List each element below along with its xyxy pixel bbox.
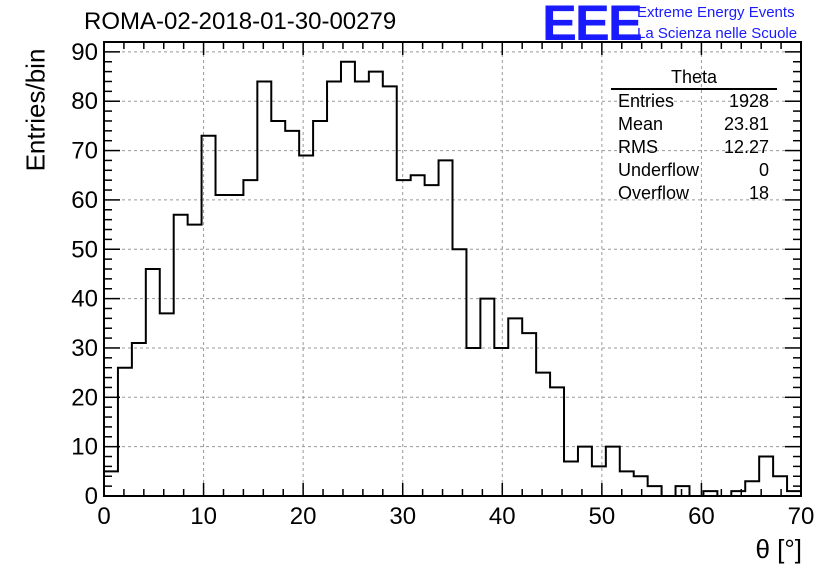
histogram-bin <box>773 476 787 496</box>
histogram-bin <box>146 269 160 496</box>
axis-ticks <box>103 41 802 497</box>
histogram-bin <box>257 81 271 496</box>
histogram-bin <box>216 195 230 496</box>
stats-label: Entries <box>618 91 675 111</box>
histogram-bin <box>243 180 257 496</box>
histogram-bin <box>355 81 369 496</box>
histogram-bin <box>271 121 285 496</box>
histogram-bin <box>327 81 341 496</box>
stats-label: Mean <box>618 114 664 134</box>
y-tick-label: 0 <box>85 483 98 510</box>
histogram-bin <box>425 185 439 496</box>
x-axis-label: θ [°] <box>755 534 802 564</box>
stats-value: 18 <box>748 183 769 203</box>
stats-value: 23.81 <box>723 114 769 134</box>
x-tick-label: 60 <box>688 503 715 530</box>
histogram-outline <box>103 60 802 497</box>
y-tick-label: 90 <box>71 39 98 66</box>
stats-value: 1928 <box>728 91 769 111</box>
histogram-bin <box>592 466 606 496</box>
stats-value: 12.27 <box>723 137 769 157</box>
histogram-bin <box>578 447 592 496</box>
y-tick-label: 70 <box>71 138 98 165</box>
stats-row-entries: Entries 1928 <box>611 90 777 113</box>
histogram-bin <box>397 180 411 496</box>
histogram-bin <box>229 195 243 496</box>
histogram-bin <box>104 471 118 496</box>
histogram-bin <box>536 373 550 496</box>
x-tick-label: 30 <box>389 503 416 530</box>
stats-label: Overflow <box>618 183 690 203</box>
stats-label: RMS <box>618 137 658 157</box>
histogram-bin <box>522 333 536 496</box>
histogram-bin <box>494 348 508 496</box>
histogram-bin <box>188 225 202 496</box>
histogram-bin <box>634 476 648 496</box>
histogram-bin <box>676 486 690 496</box>
histogram-bin <box>453 249 467 496</box>
stats-row-mean: Mean 23.81 <box>611 113 777 136</box>
histogram-bin <box>508 318 522 496</box>
y-tick-label: 50 <box>71 236 98 263</box>
stats-row-underflow: Underflow 0 <box>611 159 777 182</box>
histogram-bin <box>369 72 383 496</box>
histogram-bin <box>118 368 132 496</box>
logo-line-2: La Scienza nelle Scuole <box>637 25 798 42</box>
histogram-bin <box>299 156 313 497</box>
histogram-bin <box>313 121 327 496</box>
stats-title: Theta <box>611 66 777 90</box>
x-tick-label: 70 <box>788 503 815 530</box>
histogram-bin <box>411 175 425 496</box>
y-axis-label: Entries/bin <box>20 48 51 172</box>
stats-row-rms: RMS 12.27 <box>611 136 777 159</box>
y-tick-label: 80 <box>71 88 98 115</box>
chart-title: ROMA-02-2018-01-30-00279 <box>84 8 397 35</box>
stats-row-overflow: Overflow 18 <box>611 182 777 205</box>
histogram-bin <box>466 348 480 496</box>
x-tick-label: 50 <box>589 503 616 530</box>
histogram-bin <box>606 447 620 496</box>
histogram-bin <box>550 387 564 496</box>
logo-line-1: Extreme Energy Events <box>637 4 795 21</box>
histogram-bin <box>383 86 397 496</box>
stats-label: Underflow <box>618 160 700 180</box>
histogram-bin <box>564 461 578 496</box>
histogram-bin <box>132 343 146 496</box>
stats-value: 0 <box>758 160 769 180</box>
x-tick-label: 10 <box>190 503 217 530</box>
x-tick-label: 40 <box>489 503 516 530</box>
y-tick-label: 10 <box>71 434 98 461</box>
y-tick-label: 20 <box>71 384 98 411</box>
histogram-bin <box>174 215 188 496</box>
histogram-bin <box>648 486 662 496</box>
stats-box: Theta Entries 1928 Mean 23.81 RMS 12.27 … <box>611 66 777 205</box>
x-tick-label: 0 <box>97 503 110 530</box>
histogram-bin <box>439 160 453 496</box>
tick-labels: 0 10 20 30 40 50 60 70 0 10 20 30 40 50 60 70 80 90 <box>71 39 814 530</box>
histogram-series <box>103 60 802 497</box>
y-tick-label: 60 <box>71 187 98 214</box>
histogram-bin <box>202 136 216 496</box>
y-tick-label: 40 <box>71 286 98 313</box>
histogram-bin <box>285 131 299 496</box>
y-tick-label: 30 <box>71 335 98 362</box>
histogram-bin <box>341 62 355 496</box>
histogram-bin <box>160 313 174 496</box>
histogram-bin <box>745 481 759 496</box>
x-tick-label: 20 <box>290 503 317 530</box>
eee-logo: EEE <box>542 0 643 51</box>
